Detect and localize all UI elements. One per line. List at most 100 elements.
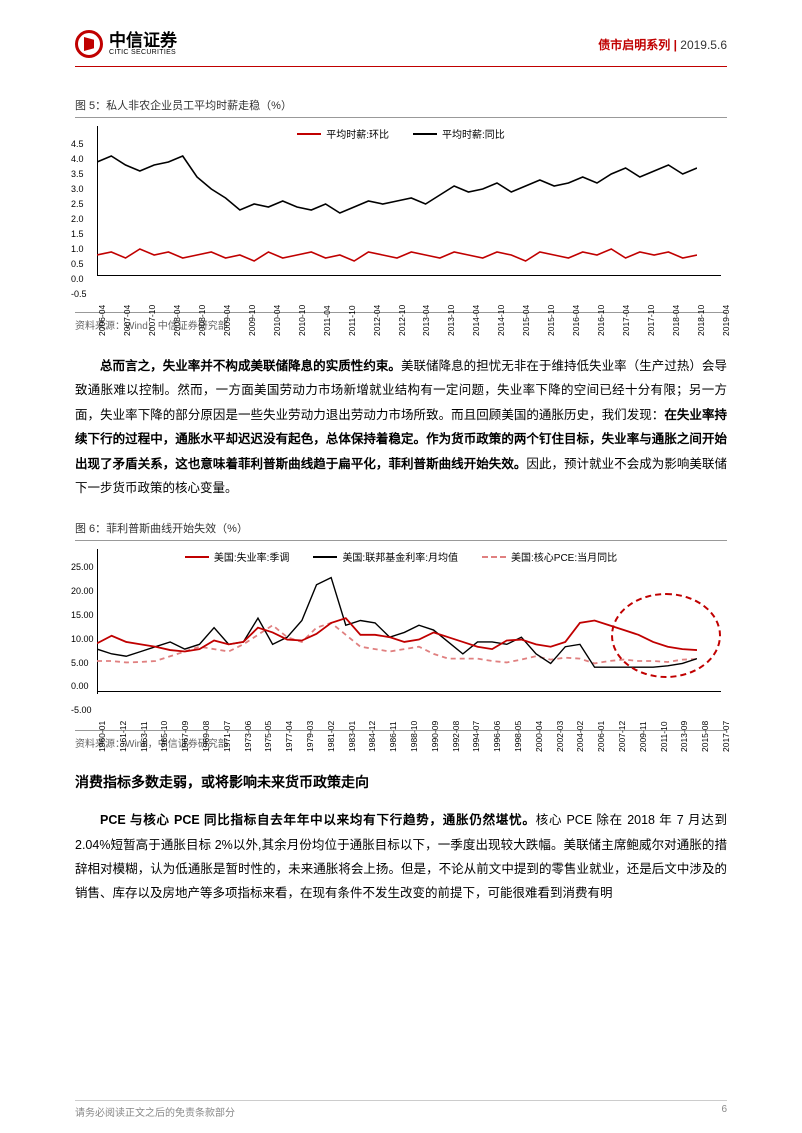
- ytick: 1.0: [71, 244, 84, 254]
- xtick: 2011-10: [347, 305, 357, 336]
- xtick: 1965-10: [159, 721, 169, 752]
- ytick: 20.00: [71, 586, 94, 596]
- xtick: 2015-08: [700, 721, 710, 752]
- ytick: 3.5: [71, 169, 84, 179]
- ytick: 0.0: [71, 274, 84, 284]
- xtick: 1961-12: [118, 721, 128, 752]
- xtick: 2014-10: [496, 305, 506, 336]
- logo-icon: [75, 30, 103, 58]
- fig6-plot: [97, 549, 697, 692]
- xtick: 2011-04: [322, 305, 332, 336]
- ytick: 0.00: [71, 681, 89, 691]
- xtick: 2002-03: [555, 721, 565, 752]
- xtick: 1967-09: [180, 721, 190, 752]
- xtick: 2017-04: [621, 305, 631, 336]
- xtick: 2019-04: [721, 305, 731, 336]
- xtick: 1998-05: [513, 721, 523, 752]
- xtick: 1990-09: [430, 721, 440, 752]
- xtick: 2009-04: [222, 305, 232, 336]
- page-number: 6: [721, 1104, 727, 1119]
- ytick: -0.5: [71, 289, 87, 299]
- xtick: 1963-11: [139, 722, 149, 753]
- ytick: -5.00: [71, 705, 92, 715]
- fig6-source: 资料来源：Wind，中信证券研究部: [75, 730, 727, 750]
- xtick: 1986-11: [388, 722, 398, 753]
- section2-heading: 消费指标多数走弱，或将影响未来货币政策走向: [75, 772, 727, 792]
- xtick: 1983-01: [347, 721, 357, 752]
- fig6-title: 图 6：菲利普斯曲线开始失效（%）: [75, 520, 727, 541]
- series-title: 债市启明系列: [598, 38, 670, 52]
- xtick: 1988-10: [409, 721, 419, 752]
- ytick: 1.5: [71, 229, 84, 239]
- xtick: 1975-05: [263, 721, 273, 752]
- xtick: 2013-09: [679, 721, 689, 752]
- ytick: 2.0: [71, 214, 84, 224]
- ytick: 3.0: [71, 184, 84, 194]
- xtick: 1973-06: [243, 721, 253, 752]
- xtick: 2008-04: [172, 305, 182, 336]
- xtick: 2013-04: [421, 305, 431, 336]
- ytick: 10.00: [71, 634, 94, 644]
- xtick: 2006-04: [97, 305, 107, 336]
- xtick: 2008-10: [197, 305, 207, 336]
- xtick: 1979-03: [305, 721, 315, 752]
- xtick: 1994-07: [471, 721, 481, 752]
- xtick: 1992-08: [451, 721, 461, 752]
- highlight-circle: [611, 593, 721, 678]
- ytick: 25.00: [71, 562, 94, 572]
- xtick: 1984-12: [367, 721, 377, 752]
- ytick: 0.5: [71, 259, 84, 269]
- page-footer: 请务必阅读正文之后的免责条款部分 6: [75, 1100, 727, 1119]
- xtick: 2018-10: [696, 305, 706, 336]
- section2-para: PCE 与核心 PCE 同比指标自去年年中以来均有下行趋势，通胀仍然堪忧。核心 …: [75, 808, 727, 906]
- xtick: 1977-04: [284, 721, 294, 752]
- fig5-title: 图 5：私人非农企业员工平均时薪走稳（%）: [75, 97, 727, 118]
- xtick: 1960-01: [97, 721, 107, 752]
- xtick: 2016-04: [571, 305, 581, 336]
- section2-b1: PCE 与核心 PCE 同比指标自去年年中以来均有下行趋势，通胀仍然堪忧。: [100, 813, 536, 827]
- xtick: 2015-04: [521, 305, 531, 336]
- ytick: 4.0: [71, 154, 84, 164]
- xtick: 2014-04: [471, 305, 481, 336]
- para1: 总而言之，失业率并不构成美联储降息的实质性约束。美联储降息的担忧无非在于维持低失…: [75, 354, 727, 500]
- ytick: 2.5: [71, 199, 84, 209]
- xtick: 2017-07: [721, 721, 731, 752]
- xtick: 2017-10: [646, 305, 656, 336]
- xtick: 2007-10: [147, 305, 157, 336]
- xtick: 2009-10: [247, 305, 257, 336]
- xtick: 1981-02: [326, 721, 336, 752]
- xtick: 2007-12: [617, 721, 627, 752]
- xtick: 1971-07: [222, 721, 232, 752]
- sep: |: [670, 38, 680, 52]
- xtick: 1996-06: [492, 721, 502, 752]
- footer-disclaimer: 请务必阅读正文之后的免责条款部分: [75, 1104, 235, 1119]
- xtick: 1969-08: [201, 721, 211, 752]
- xtick: 2009-11: [638, 722, 648, 753]
- logo: 中信证券 CITIC SECURITIES: [75, 30, 177, 58]
- xtick: 2016-10: [596, 305, 606, 336]
- header-series: 债市启明系列 | 2019.5.6: [598, 36, 727, 53]
- ytick: 15.00: [71, 610, 94, 620]
- page-header: 中信证券 CITIC SECURITIES 债市启明系列 | 2019.5.6: [75, 30, 727, 67]
- logo-text-en: CITIC SECURITIES: [109, 49, 177, 56]
- xtick: 2007-04: [122, 305, 132, 336]
- ytick: 5.00: [71, 658, 89, 668]
- ytick: 4.5: [71, 139, 84, 149]
- xtick: 2012-04: [372, 305, 382, 336]
- xtick: 2006-01: [596, 721, 606, 752]
- xtick: 2015-10: [546, 305, 556, 336]
- logo-text-cn: 中信证券: [109, 32, 177, 49]
- xtick: 2011-10: [659, 722, 669, 753]
- xtick: 2012-10: [397, 305, 407, 336]
- xtick: 2018-04: [671, 305, 681, 336]
- xtick: 2004-02: [575, 721, 585, 752]
- xtick: 2010-10: [297, 305, 307, 336]
- xtick: 2013-10: [446, 305, 456, 336]
- fig5-chart: 平均时薪:环比平均时薪:同比 -0.50.00.51.01.52.02.53.0…: [75, 126, 727, 306]
- para1-b1: 总而言之，失业率并不构成美联储降息的实质性约束。: [100, 359, 401, 373]
- header-date: 2019.5.6: [680, 38, 727, 52]
- fig6-chart: 美国:失业率:季调美国:联邦基金利率:月均值美国:核心PCE:当月同比 -5.0…: [75, 549, 727, 724]
- xtick: 2000-04: [534, 721, 544, 752]
- fig5-plot: [97, 126, 697, 276]
- xtick: 2010-04: [272, 305, 282, 336]
